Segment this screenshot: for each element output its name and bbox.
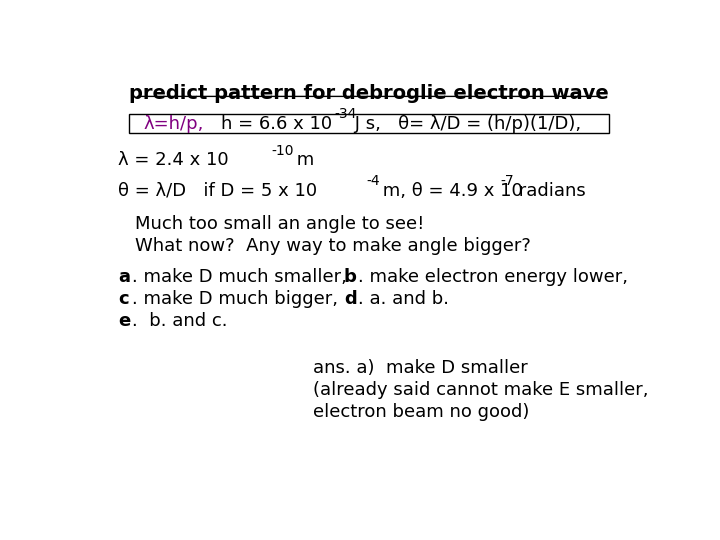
Text: m: m [291, 151, 314, 170]
Text: Much too small an angle to see!: Much too small an angle to see! [135, 214, 424, 233]
Text: a: a [118, 268, 130, 286]
Text: predict pattern for debroglie electron wave: predict pattern for debroglie electron w… [129, 84, 609, 103]
Text: λ=h/p,: λ=h/p, [143, 115, 203, 133]
FancyBboxPatch shape [129, 114, 609, 133]
Text: c: c [118, 290, 129, 308]
Text: d: d [344, 290, 356, 308]
Text: e: e [118, 312, 130, 330]
Text: electron beam no good): electron beam no good) [313, 403, 530, 421]
Text: ans. a)  make D smaller: ans. a) make D smaller [313, 359, 528, 377]
Text: h = 6.6 x 10: h = 6.6 x 10 [221, 115, 332, 133]
Text: What now?  Any way to make angle bigger?: What now? Any way to make angle bigger? [135, 237, 531, 255]
Text: (already said cannot make E smaller,: (already said cannot make E smaller, [313, 381, 649, 399]
Text: . make D much bigger,: . make D much bigger, [132, 290, 338, 308]
Text: -10: -10 [271, 144, 294, 158]
Text: m, θ = 4.9 x 10: m, θ = 4.9 x 10 [377, 182, 523, 200]
Text: b: b [344, 268, 357, 286]
Text: . make D much smaller,: . make D much smaller, [132, 268, 347, 286]
Text: J s,   θ= λ/D = (h/p)(1/D),: J s, θ= λ/D = (h/p)(1/D), [349, 115, 582, 133]
Text: . make electron energy lower,: . make electron energy lower, [358, 268, 628, 286]
Text: . a. and b.: . a. and b. [358, 290, 449, 308]
Text: θ = λ/D   if D = 5 x 10: θ = λ/D if D = 5 x 10 [118, 182, 317, 200]
Text: -7: -7 [500, 174, 514, 188]
Text: .  b. and c.: . b. and c. [132, 312, 228, 330]
Text: -4: -4 [366, 174, 380, 188]
Text: radians: radians [513, 182, 585, 200]
Text: -34: -34 [334, 107, 357, 122]
Text: λ = 2.4 x 10: λ = 2.4 x 10 [118, 151, 228, 170]
